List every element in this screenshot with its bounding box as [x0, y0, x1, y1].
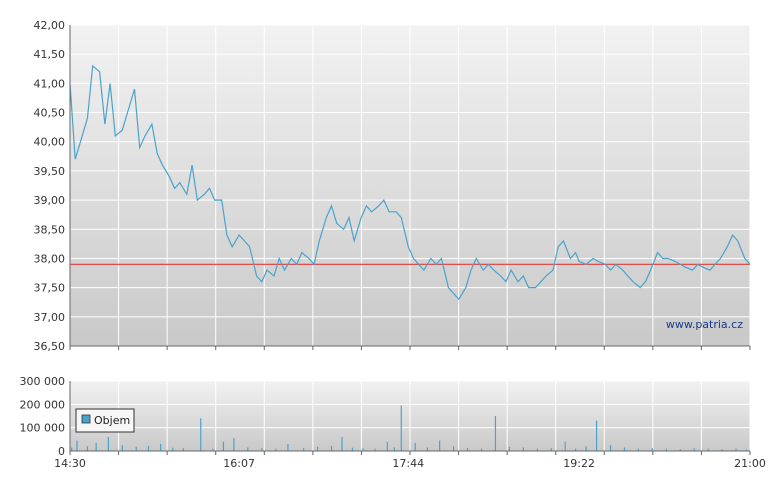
- volume-bar: [466, 448, 469, 451]
- x-tick-label: 19:22: [563, 457, 595, 470]
- volume-y-tick-label: 300 000: [20, 375, 66, 388]
- volume-bar: [426, 447, 429, 451]
- volume-bar: [86, 446, 89, 451]
- volume-bar: [386, 441, 388, 451]
- volume-bar: [341, 437, 343, 451]
- price-grid: [69, 24, 751, 347]
- volume-bar: [508, 446, 510, 451]
- price-y-tick-label: 41,50: [34, 48, 66, 61]
- x-tick-label: 17:44: [392, 457, 424, 470]
- volume-bar: [679, 449, 681, 451]
- volume-bar: [121, 445, 123, 451]
- volume-bar: [330, 445, 333, 451]
- volume-bar: [665, 448, 667, 451]
- price-y-tick-label: 37,00: [34, 311, 66, 324]
- volume-bar: [564, 441, 566, 451]
- volume-bar: [160, 444, 162, 451]
- volume-bar: [651, 448, 653, 451]
- volume-bar: [550, 448, 552, 451]
- volume-bar: [374, 448, 376, 451]
- volume-bars: [71, 405, 748, 451]
- volume-y-tick-label: 0: [58, 445, 65, 458]
- x-tick-label: 14:30: [54, 457, 86, 470]
- volume-bar: [303, 448, 305, 451]
- volume-bar: [609, 445, 612, 451]
- volume-bar: [575, 448, 577, 451]
- volume-bar: [721, 449, 723, 451]
- price-y-tick-label: 40,50: [34, 107, 66, 120]
- volume-y-tick-label: 100 000: [20, 422, 66, 435]
- volume-bar: [637, 448, 640, 451]
- price-y-tick-label: 37,50: [34, 282, 66, 295]
- price-y-tick-label: 38,00: [34, 252, 66, 265]
- legend-box: [75, 408, 135, 433]
- volume-bar: [135, 446, 137, 451]
- price-y-tick-label: 36,50: [34, 340, 66, 353]
- volume-bar: [707, 448, 709, 451]
- volume-bar: [172, 447, 174, 451]
- volume-bar: [494, 416, 497, 451]
- volume-bar: [147, 445, 150, 451]
- volume-bar: [414, 442, 416, 451]
- volume-bar: [287, 444, 289, 451]
- volume-y-tick-label: 200 000: [20, 398, 66, 411]
- price-y-tick-label: 38,50: [34, 223, 66, 236]
- volume-bar: [222, 441, 225, 451]
- price-y-tick-label: 39,50: [34, 165, 66, 178]
- volume-bar: [71, 447, 73, 451]
- volume-bar: [585, 446, 587, 451]
- volume-bar: [480, 448, 483, 451]
- volume-bar: [76, 440, 78, 451]
- volume-bar: [623, 447, 626, 451]
- volume-bar: [182, 448, 184, 451]
- volume-bar: [200, 418, 202, 451]
- volume-y-axis: 300 000 200 000 100 000 0: [20, 375, 66, 458]
- x-tick-label: 21:00: [734, 457, 766, 470]
- volume-bar: [247, 447, 249, 451]
- price-y-tick-label: 41,00: [34, 77, 66, 90]
- volume-bar: [275, 448, 277, 451]
- volume-bar: [522, 447, 524, 451]
- volume-bar: [107, 437, 109, 451]
- volume-bar: [261, 448, 263, 451]
- volume-grid: [69, 380, 751, 452]
- legend-swatch: [81, 414, 91, 424]
- volume-bar: [452, 446, 455, 451]
- price-line: [69, 64, 751, 301]
- volume-bar: [316, 446, 319, 451]
- axes: [69, 25, 750, 452]
- price-y-tick-label: 39,00: [34, 194, 66, 207]
- legend: Objem: [75, 408, 135, 433]
- volume-bar: [233, 438, 235, 451]
- volume-bar: [745, 449, 748, 451]
- volume-bar: [439, 440, 441, 451]
- watermark: www.patria.cz: [666, 318, 743, 331]
- volume-bar: [595, 420, 598, 451]
- volume-bar: [362, 448, 364, 451]
- volume-bar: [536, 448, 538, 451]
- volume-bar: [351, 447, 354, 451]
- x-axis: 14:30 16:07 17:44 19:22 21:00: [54, 346, 766, 470]
- price-y-tick-label: 42,00: [34, 19, 66, 32]
- volume-bar: [735, 448, 737, 451]
- volume-bar: [693, 448, 695, 451]
- volume-bar: [400, 405, 402, 451]
- price-y-axis: 42,00 41,50 41,00 40,50 40,00 39,50 39,00 38,50…: [34, 19, 66, 353]
- volume-bar: [212, 448, 214, 451]
- volume-bar: [95, 442, 97, 451]
- x-tick-label: 16:07: [223, 457, 255, 470]
- price-y-tick-label: 40,00: [34, 136, 66, 149]
- legend-label: Objem: [94, 414, 130, 427]
- volume-bar: [393, 447, 395, 451]
